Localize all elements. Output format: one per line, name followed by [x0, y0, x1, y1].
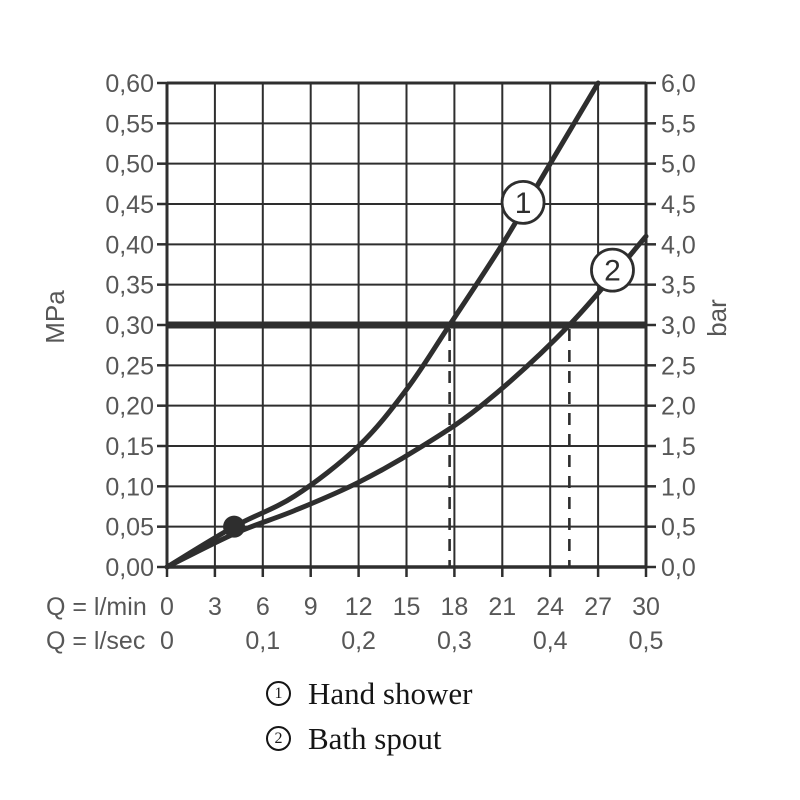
- y-axis-right-unit: bar: [702, 299, 732, 337]
- y-axis-right-tick-label: 1,5: [661, 433, 696, 461]
- y-axis-left-tick-label: 0,20: [105, 393, 154, 421]
- y-axis-left-tick-label: 0,35: [105, 272, 154, 300]
- x-axis-lmin-tick-label: 27: [584, 593, 612, 621]
- y-axis-right-tick-label: 0,0: [661, 554, 696, 582]
- x-axis-lmin-tick-label: 18: [440, 593, 468, 621]
- curve-marker-circle-2: [590, 247, 635, 293]
- curve-marker-number-2: 2: [604, 255, 621, 288]
- y-axis-right-tick-label: 4,0: [661, 231, 696, 259]
- y-axis-right-tick-label: 6,0: [661, 70, 696, 98]
- x-axis-lsec-tick-label: 0: [160, 627, 174, 655]
- x-axis-lmin-tick-label: 21: [488, 593, 516, 621]
- curve-marker-number-1: 1: [515, 187, 532, 220]
- x-axis-lsec-tick-label: 0,4: [533, 627, 568, 655]
- y-axis-left-tick-label: 0,15: [105, 433, 154, 461]
- legend-symbol-2-circle: 2: [266, 726, 291, 751]
- x-axis-lmin-tick-label: 15: [393, 593, 421, 621]
- y-axis-left-tick-label: 0,05: [105, 514, 154, 542]
- x-axis-lsec-label: Q = l/sec: [46, 627, 145, 655]
- legend: 1 Hand shower 2 Bath spout: [266, 671, 472, 761]
- y-axis-left-tick-label: 0,60: [105, 70, 154, 98]
- y-axis-left-tick-label: 0,45: [105, 191, 154, 219]
- x-axis-lsec-tick-label: 0,2: [341, 627, 376, 655]
- y-axis-right-tick-label: 2,0: [661, 393, 696, 421]
- x-axis-lmin-tick-label: 3: [208, 593, 222, 621]
- y-axis-right-tick-label: 2,5: [661, 352, 696, 380]
- y-axis-left-tick-label: 0,25: [105, 352, 154, 380]
- x-axis-lsec-tick-label: 0,1: [245, 627, 280, 655]
- x-axis-lmin-tick-label: 24: [536, 593, 564, 621]
- y-axis-left-tick-label: 0,40: [105, 231, 154, 259]
- legend-symbol-1-number: 1: [274, 684, 283, 702]
- y-axis-left-tick-label: 0,10: [105, 473, 154, 501]
- y-axis-right-tick-label: 3,5: [661, 272, 696, 300]
- x-axis-lmin-label: Q = l/min: [46, 593, 147, 621]
- x-axis-lmin-tick-label: 9: [304, 593, 318, 621]
- y-axis-left-tick-label: 0,00: [105, 554, 154, 582]
- y-axis-left-unit: MPa: [40, 290, 70, 344]
- x-axis-lmin-tick-label: 0: [160, 593, 174, 621]
- y-axis-right-tick-label: 4,5: [661, 191, 696, 219]
- x-axis-lmin-tick-label: 6: [256, 593, 270, 621]
- y-axis-right-tick-label: 5,0: [661, 151, 696, 179]
- curve-bath-spout: [164, 233, 649, 570]
- legend-item-hand-shower: 1 Hand shower: [266, 671, 472, 716]
- y-axis-right-tick-label: 0,5: [661, 514, 696, 542]
- x-axis-lmin-tick-label: 12: [345, 593, 373, 621]
- y-axis-left-tick-label: 0,50: [105, 151, 154, 179]
- y-axis-right-tick-label: 3,0: [661, 312, 696, 340]
- y-axis-right-tick-label: 5,5: [661, 110, 696, 138]
- curve-marker-circle-1: [500, 179, 546, 225]
- data-point-dot: [223, 515, 246, 538]
- y-axis-left-tick-label: 0,55: [105, 110, 154, 138]
- y-axis-right-tick-label: 1,0: [661, 473, 696, 501]
- curve-hand-shower: [164, 80, 601, 570]
- legend-label-hand-shower: Hand shower: [308, 676, 473, 711]
- y-axis-left-tick-label: 0,30: [105, 312, 154, 340]
- legend-symbol-2-number: 2: [274, 729, 283, 747]
- x-axis-lsec-tick-label: 0,3: [437, 627, 472, 655]
- x-axis-lsec-tick-label: 0,5: [629, 627, 664, 655]
- x-axis-lmin-tick-label: 30: [632, 593, 660, 621]
- legend-label-bath-spout: Bath spout: [308, 721, 442, 756]
- legend-item-bath-spout: 2 Bath spout: [266, 716, 472, 761]
- legend-symbol-1-circle: 1: [266, 681, 291, 706]
